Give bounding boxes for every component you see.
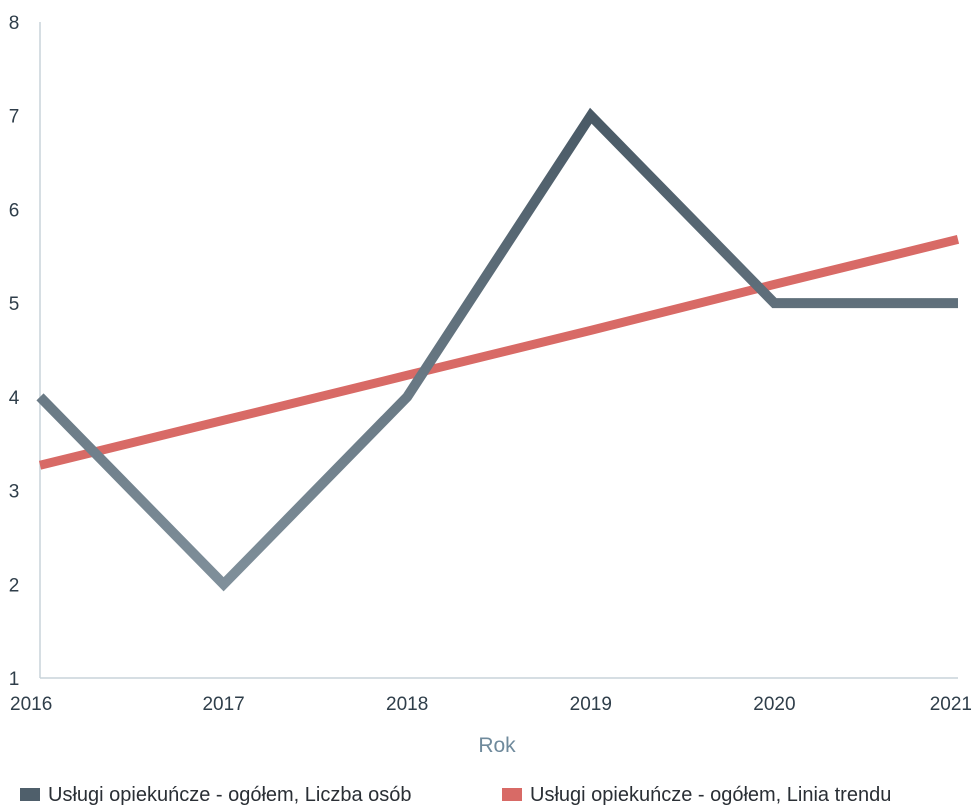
y-tick-label: 4 [9, 388, 20, 409]
series-line-linia-trendu [38, 235, 960, 470]
y-tick-labels: 1 2 3 4 5 6 7 8 [9, 13, 20, 690]
axes [39, 22, 958, 679]
y-tick-label: 2 [9, 575, 20, 596]
x-tick-label: 2017 [202, 694, 244, 715]
x-tick-label: 2016 [10, 694, 52, 715]
legend-swatch-linia-trendu [502, 788, 522, 801]
x-tick-label: 2018 [386, 694, 428, 715]
legend-label-liczba-osob: Usługi opiekuńcze - ogółem, Liczba osób [48, 784, 412, 806]
x-tick-label: 2019 [570, 694, 612, 715]
y-tick-label: 6 [9, 200, 20, 221]
legend-swatch-liczba-osob [20, 788, 40, 801]
x-tick-label: 2020 [753, 694, 795, 715]
series-layer [36, 107, 960, 592]
x-axis-title: Rok [478, 734, 516, 757]
legend-label-linia-trendu: Usługi opiekuńcze - ogółem, Linia trendu [530, 784, 891, 806]
series-line-liczba-osob [36, 107, 958, 592]
x-tick-label: 2021 [930, 694, 972, 715]
y-tick-label: 8 [9, 13, 20, 34]
y-tick-label: 1 [9, 669, 20, 690]
y-tick-label: 3 [9, 482, 20, 503]
y-tick-label: 7 [9, 107, 20, 128]
legend: Usługi opiekuńcze - ogółem, Liczba osób … [20, 784, 891, 806]
x-tick-labels: 2016 2017 2018 2019 2020 2021 [10, 694, 972, 715]
y-tick-label: 5 [9, 294, 20, 315]
